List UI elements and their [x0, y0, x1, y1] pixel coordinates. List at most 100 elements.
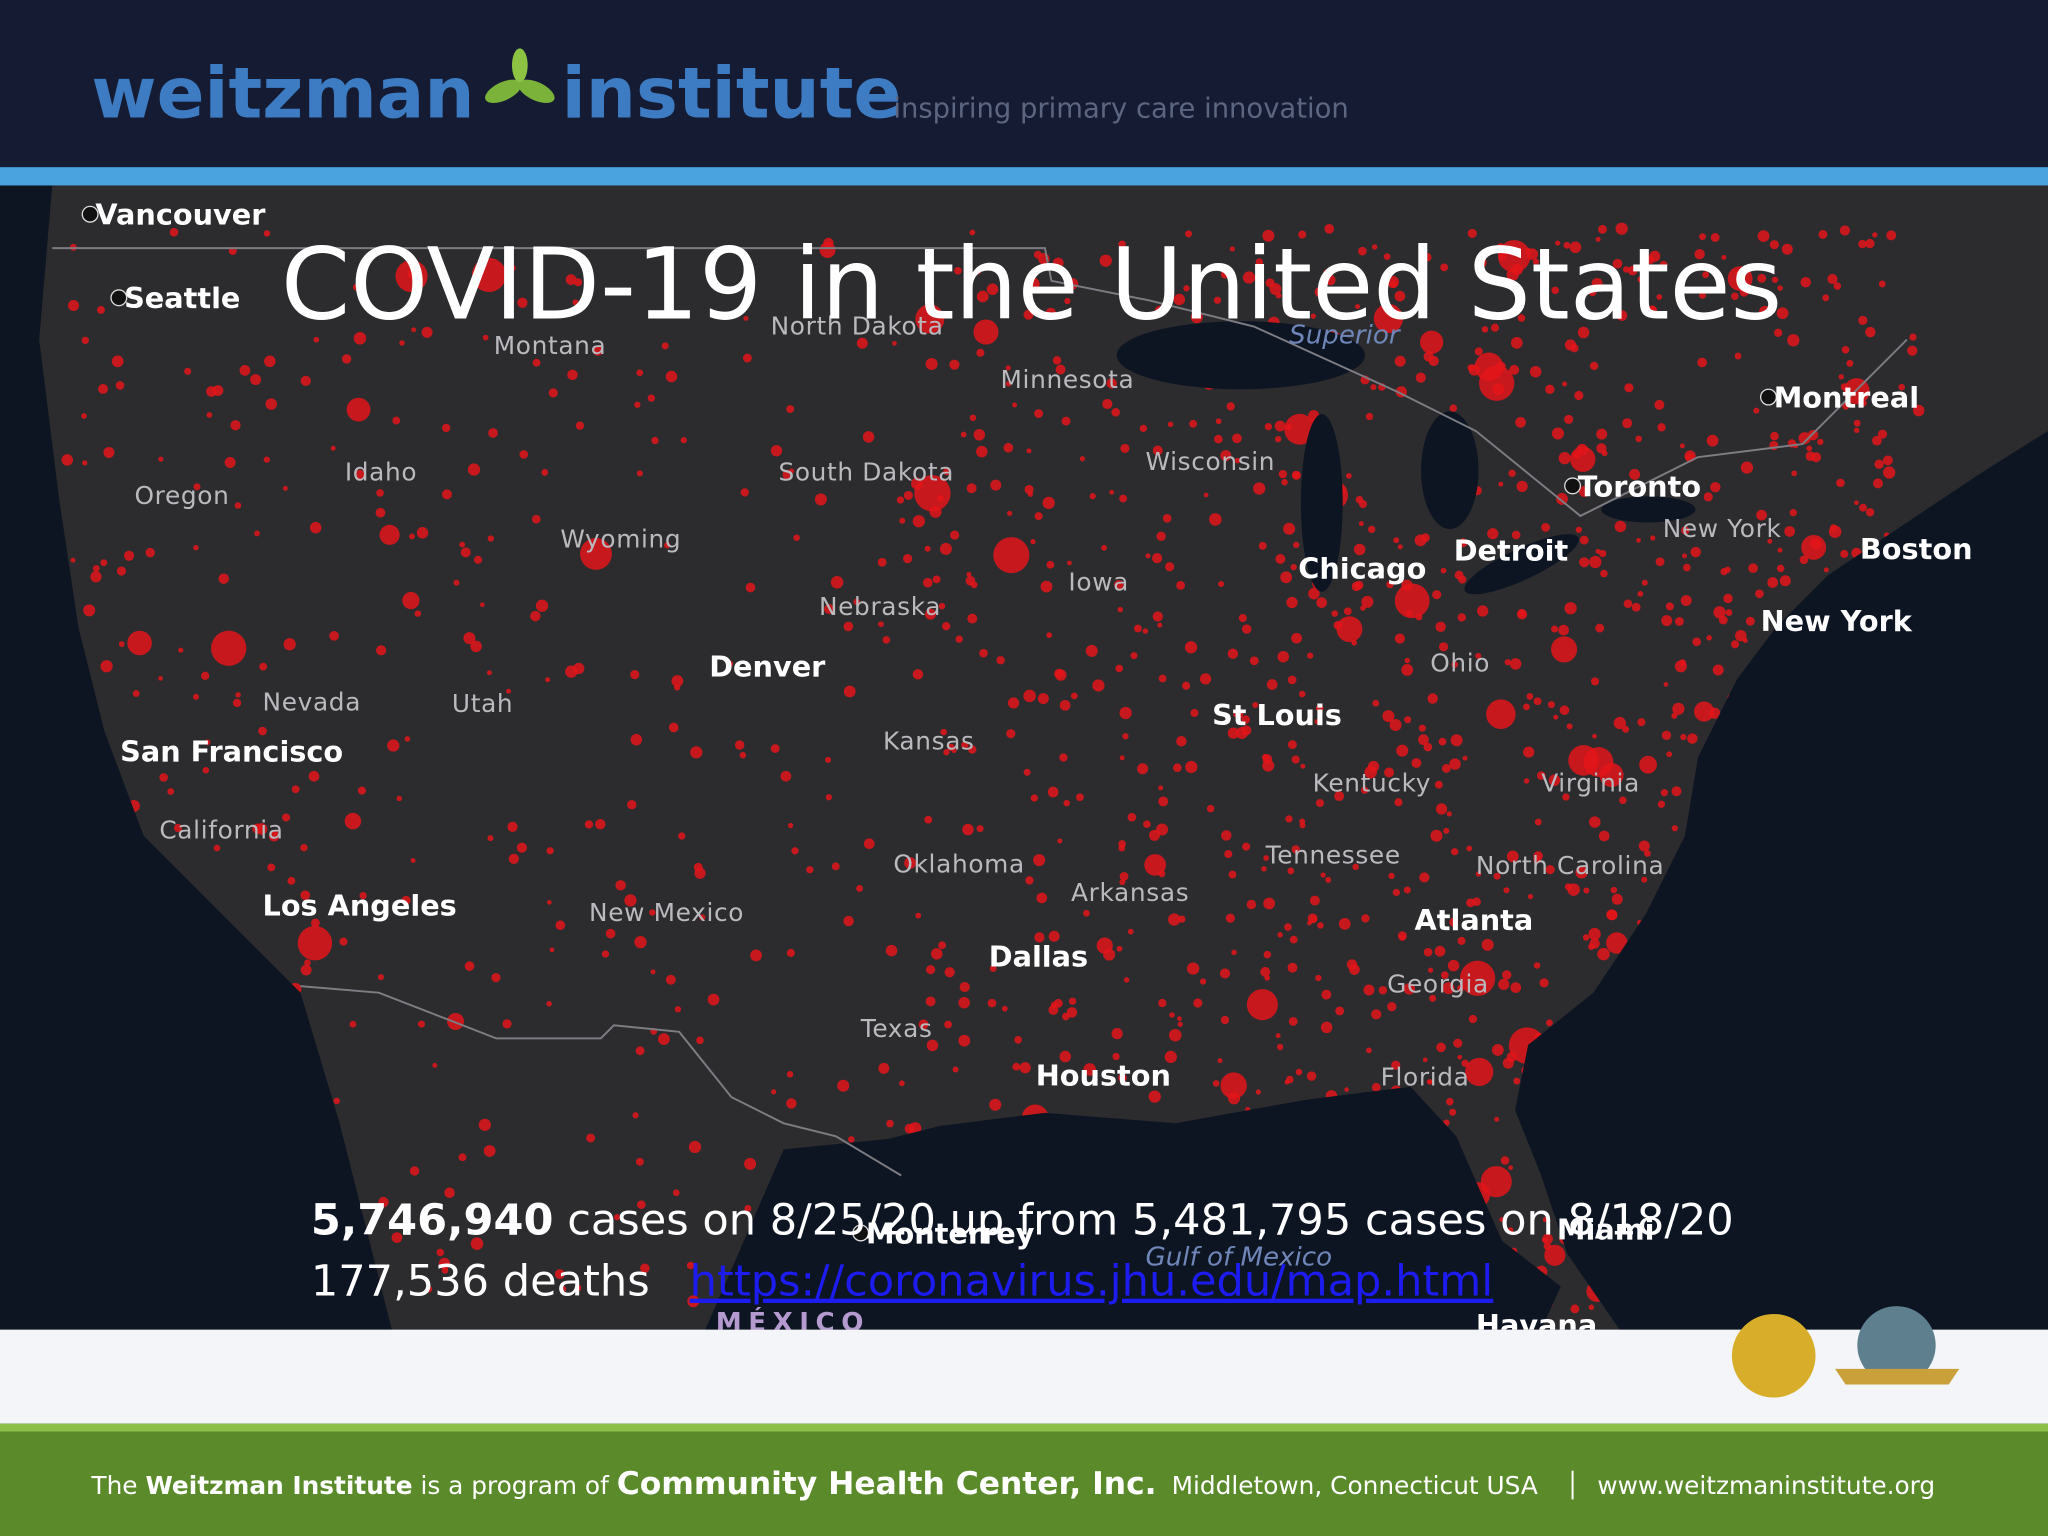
case-dot — [1096, 937, 1113, 954]
case-dot — [1872, 478, 1883, 489]
case-dot — [1249, 656, 1259, 666]
case-dot — [396, 795, 403, 802]
case-dot — [1148, 1090, 1161, 1103]
case-dot — [505, 688, 511, 694]
case-dot — [1027, 277, 1040, 290]
case-dot — [1607, 909, 1618, 921]
case-dot — [470, 640, 482, 653]
case-dot — [265, 398, 278, 410]
map-label: Wisconsin — [1145, 447, 1275, 476]
case-dot — [1680, 733, 1687, 741]
case-dot — [1396, 744, 1409, 757]
case-dot — [1692, 637, 1701, 647]
case-dot — [1046, 632, 1053, 639]
case-dot — [1358, 246, 1367, 256]
case-dot — [1287, 867, 1295, 875]
case-dot — [1635, 435, 1642, 443]
case-dot — [491, 973, 501, 983]
case-dot — [1040, 580, 1053, 593]
case-dot — [1575, 866, 1588, 879]
case-dot — [1789, 508, 1797, 517]
case-dot — [1753, 407, 1760, 414]
case-dot — [273, 830, 279, 836]
case-dot — [1378, 986, 1388, 995]
case-dot — [1440, 567, 1447, 574]
case-dot — [1231, 949, 1237, 956]
case-dot — [1616, 310, 1628, 321]
case-dot — [1045, 307, 1056, 318]
case-dot — [1014, 1036, 1022, 1044]
map-label: Monterrey — [866, 1216, 1035, 1250]
case-dot — [1360, 605, 1366, 611]
case-dot — [1494, 1116, 1500, 1122]
logo-left: weitzman — [91, 53, 474, 135]
case-dot — [1631, 602, 1641, 612]
map-label: Superior — [1289, 321, 1402, 351]
case-dot — [1241, 624, 1252, 634]
case-dot — [791, 847, 799, 855]
case-dot — [1291, 755, 1300, 764]
case-dot — [1034, 409, 1044, 418]
case-dot — [926, 1039, 939, 1052]
case-dot — [1619, 796, 1627, 805]
case-dot — [1599, 763, 1624, 788]
case-dot — [882, 636, 891, 644]
map-label: Gulf of Mexico — [1145, 1243, 1332, 1273]
case-dot — [1006, 729, 1016, 739]
case-dot — [1479, 365, 1515, 401]
case-dot — [1687, 733, 1698, 744]
source-link[interactable]: https://coronavirus.jhu.edu/map.html — [690, 1257, 1494, 1307]
case-dot — [1724, 566, 1731, 573]
case-dot — [1226, 402, 1235, 411]
case-dot — [1005, 365, 1011, 371]
case-dot — [843, 685, 856, 698]
case-dot — [1771, 276, 1779, 283]
case-dot — [68, 300, 80, 311]
case-dot — [943, 467, 951, 476]
case-dot — [943, 749, 950, 756]
case-dot — [473, 555, 483, 564]
case-dot — [636, 1200, 646, 1209]
case-dot — [300, 375, 311, 386]
case-dot — [1162, 513, 1172, 523]
case-dot — [630, 733, 643, 746]
case-dot — [1451, 661, 1459, 668]
case-dot — [1541, 522, 1550, 532]
case-dot — [1449, 404, 1458, 412]
case-dot — [924, 815, 933, 824]
case-dot — [1063, 799, 1070, 807]
case-dot — [339, 937, 348, 946]
case-dot — [531, 514, 541, 524]
case-dot — [1023, 768, 1031, 776]
map-label: Montreal — [1774, 381, 1919, 415]
case-dot — [115, 381, 125, 390]
case-dot — [1287, 740, 1297, 750]
case-dot — [1394, 583, 1430, 619]
case-dot — [1777, 285, 1783, 291]
case-dot — [1859, 503, 1867, 512]
case-dot — [672, 1189, 680, 1197]
case-dot — [1458, 575, 1467, 584]
case-dot — [1427, 967, 1434, 973]
case-dot — [780, 770, 792, 782]
map-label: Houston — [1036, 1058, 1171, 1092]
case-dot — [300, 964, 312, 976]
case-dot — [1217, 1058, 1223, 1064]
case-dot — [1225, 913, 1235, 923]
case-dot — [1142, 628, 1149, 634]
case-dot — [1532, 258, 1540, 265]
case-dot — [1221, 830, 1232, 841]
case-dot — [103, 446, 115, 458]
case-dot — [132, 690, 140, 697]
case-dot — [1092, 679, 1105, 692]
case-dot — [1680, 595, 1692, 607]
case-dot — [1199, 673, 1212, 685]
case-dot — [565, 665, 578, 678]
case-dot — [1227, 727, 1239, 739]
map-labels: Vancouver Seattle Montana North Dakota Super… — [81, 198, 1973, 1330]
case-dot — [471, 257, 507, 293]
case-dot — [1641, 876, 1648, 883]
case-dot — [1300, 763, 1306, 769]
case-dot — [545, 677, 551, 683]
case-dot — [1007, 697, 1020, 709]
